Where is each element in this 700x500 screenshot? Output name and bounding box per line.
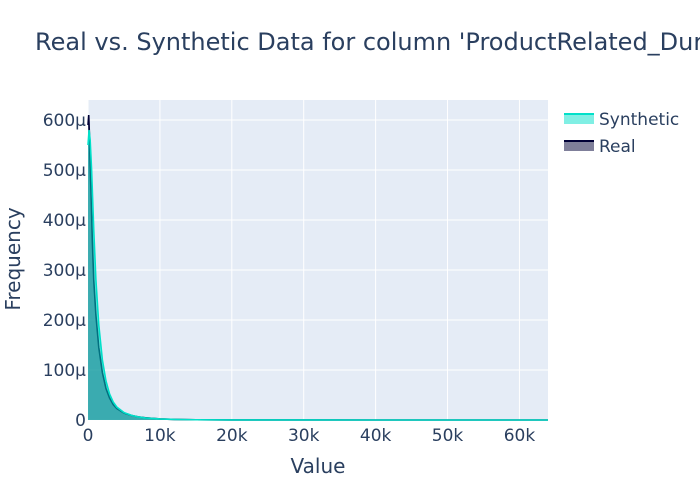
x-tick-label: 0 bbox=[83, 426, 94, 446]
y-axis-ticks: 0 100μ 200μ 300μ 400μ 500μ 600μ bbox=[43, 111, 86, 431]
legend-label-synthetic: Synthetic bbox=[599, 110, 679, 130]
legend-swatch-synthetic bbox=[564, 114, 594, 124]
y-tick-label: 400μ bbox=[43, 211, 86, 231]
x-axis-title: Value bbox=[291, 454, 346, 478]
chart-title: Real vs. Synthetic Data for column 'Prod… bbox=[35, 28, 700, 56]
x-tick-label: 40k bbox=[360, 426, 392, 446]
y-tick-label: 300μ bbox=[43, 261, 86, 281]
y-tick-label: 500μ bbox=[43, 161, 86, 181]
x-tick-label: 50k bbox=[432, 426, 464, 446]
legend-swatch-real bbox=[564, 141, 594, 151]
plot-background bbox=[88, 100, 548, 420]
y-tick-label: 600μ bbox=[43, 111, 86, 131]
x-tick-label: 60k bbox=[504, 426, 536, 446]
x-axis-ticks: 0 10k 20k 30k 40k 50k 60k bbox=[83, 426, 536, 446]
x-tick-label: 20k bbox=[216, 426, 248, 446]
y-axis-title: Frequency bbox=[1, 207, 25, 310]
legend-label-real: Real bbox=[599, 137, 636, 157]
x-tick-label: 30k bbox=[288, 426, 320, 446]
y-tick-label: 0 bbox=[75, 411, 86, 431]
y-tick-label: 100μ bbox=[43, 361, 86, 381]
legend-item-synthetic[interactable]: Synthetic bbox=[564, 110, 679, 130]
synthetic-line bbox=[87, 129, 548, 421]
series-areas bbox=[87, 114, 548, 421]
y-tick-label: 200μ bbox=[43, 311, 86, 331]
legend-item-real[interactable]: Real bbox=[564, 137, 636, 157]
x-tick-label: 10k bbox=[144, 426, 176, 446]
grid-lines bbox=[87, 100, 548, 421]
legend[interactable]: Synthetic Real bbox=[564, 110, 679, 157]
